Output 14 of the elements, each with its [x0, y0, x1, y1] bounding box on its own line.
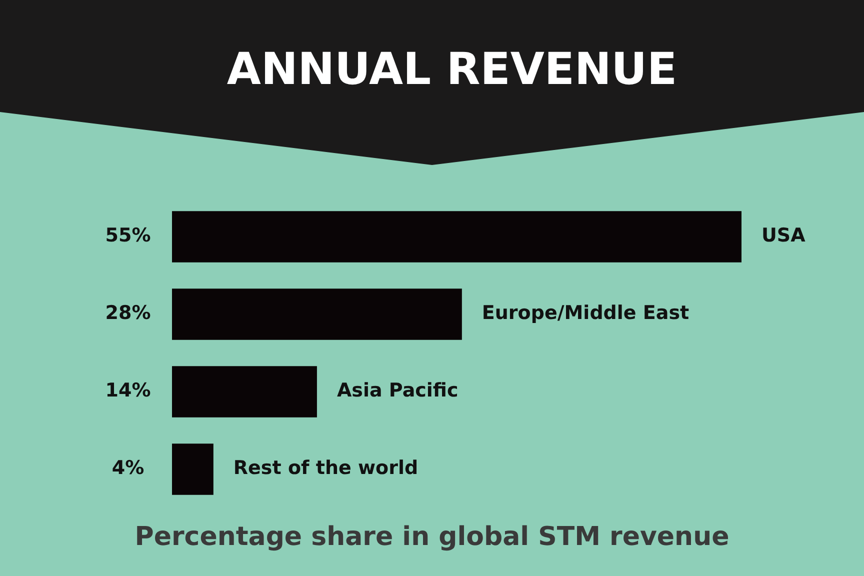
text: Percentage share in global STM revenue	[134, 522, 730, 552]
chart-title: ANNUAL REVENUE	[226, 44, 678, 95]
y-tick-label: Europe/Middle East	[482, 302, 690, 324]
bar	[172, 444, 214, 495]
y-tick-label: Asia Pacific	[336, 380, 458, 402]
y-tick-label: Rest of the world	[233, 457, 418, 480]
data-label: 14%	[105, 380, 151, 402]
data-label: 4%	[112, 457, 144, 480]
data-label: 28%	[105, 302, 151, 324]
bar	[172, 288, 462, 340]
data-label: 55%	[105, 224, 151, 247]
bar	[172, 366, 317, 418]
bar	[172, 211, 742, 262]
y-tick-label: USA	[761, 224, 806, 247]
